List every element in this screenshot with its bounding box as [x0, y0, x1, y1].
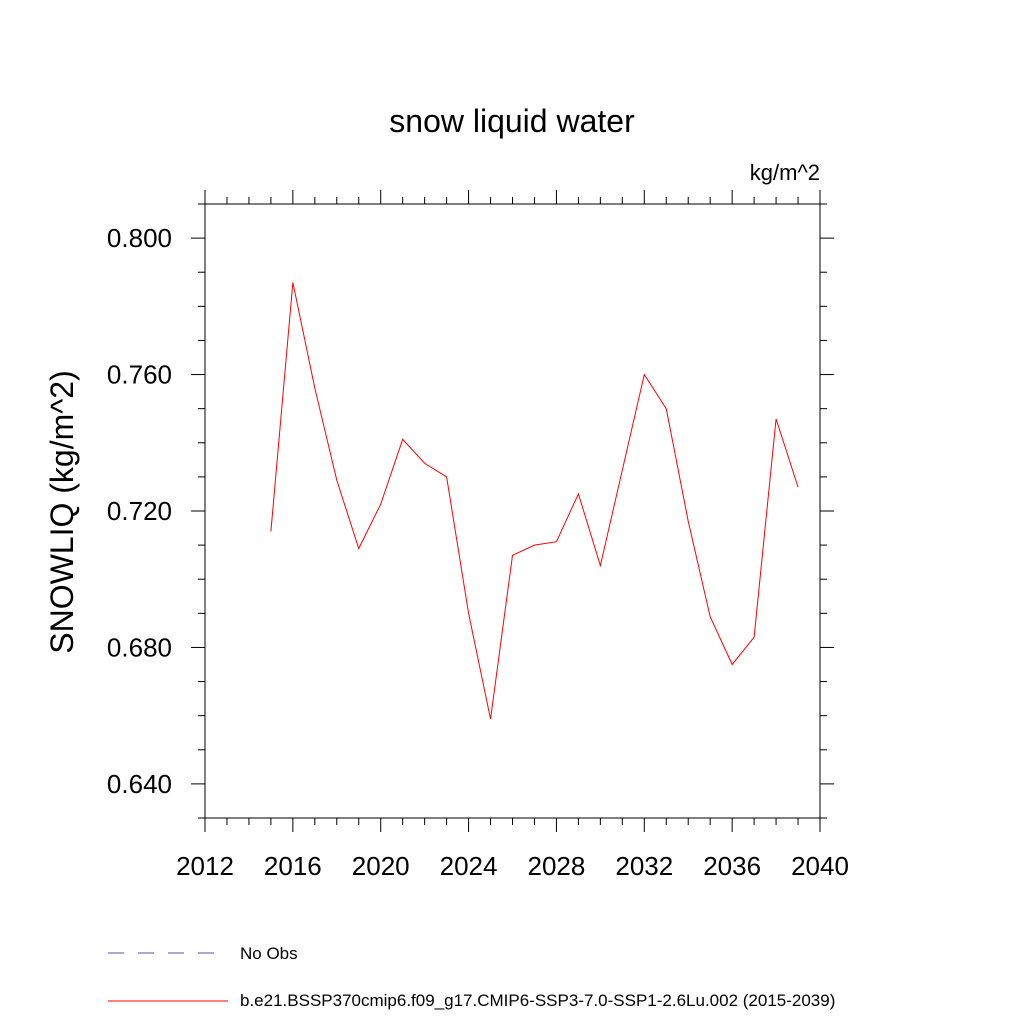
- x-tick-label: 2040: [791, 851, 849, 881]
- y-axis-label: SNOWLIQ (kg/m^2): [44, 370, 80, 653]
- x-tick-label: 2020: [352, 851, 410, 881]
- plot-frame: [204, 203, 821, 819]
- x-tick-label: 2036: [703, 851, 761, 881]
- y-tick-label: 0.720: [107, 496, 172, 526]
- series-layer: [270, 282, 799, 720]
- legend-label-no-obs: No Obs: [240, 944, 298, 963]
- y-tick-label: 0.680: [107, 632, 172, 662]
- series-line-1: [270, 282, 799, 720]
- legend: No Obs b.e21.BSSP370cmip6.f09_g17.CMIP6-…: [108, 944, 835, 1010]
- chart-title: snow liquid water: [389, 103, 635, 139]
- y-tick-label: 0.640: [107, 769, 172, 799]
- x-tick-label: 2028: [528, 851, 586, 881]
- x-tick-label: 2016: [264, 851, 322, 881]
- units-label: kg/m^2: [750, 160, 820, 185]
- axis-ticks: [191, 190, 834, 832]
- x-tick-label: 2032: [615, 851, 673, 881]
- x-tick-label: 2012: [176, 851, 234, 881]
- x-tick-label: 2024: [440, 851, 498, 881]
- legend-label-model-run: b.e21.BSSP370cmip6.f09_g17.CMIP6-SSP3-7.…: [240, 991, 835, 1010]
- axis-tick-labels: 2012 2016 2020 2024 2028 2032 2036 2040 0.640 0.6…: [107, 223, 849, 881]
- y-tick-label: 0.760: [107, 360, 172, 390]
- y-tick-label: 0.800: [107, 223, 172, 253]
